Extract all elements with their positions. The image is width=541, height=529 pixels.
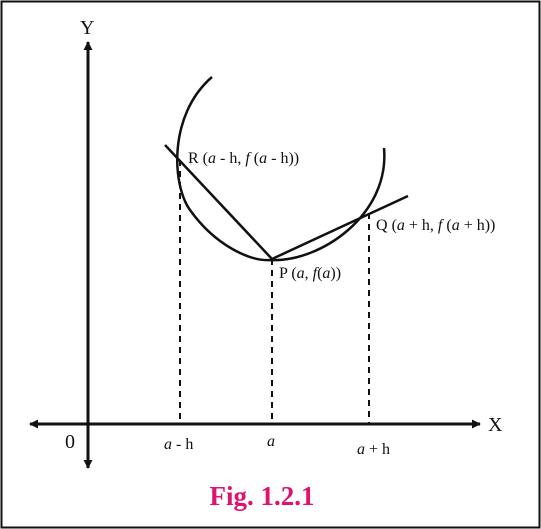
origin-label: 0: [65, 431, 75, 453]
tick-label-a-plus-h: a + h: [357, 441, 390, 458]
y-axis-label: Y: [80, 17, 94, 39]
chord-rp: [164, 144, 273, 260]
figure-caption: Fig. 1.2.1: [210, 481, 315, 511]
point-r-label: R (a - h, f (a - h)): [188, 150, 299, 167]
chord-pq: [271, 194, 409, 261]
curve: [176, 76, 386, 262]
x-axis-label: X: [488, 414, 503, 436]
point-p-label: P (a, f(a)): [279, 265, 341, 282]
point-q-label: Q (a + h, f (a + h)): [376, 217, 495, 234]
tick-label-a-minus-h: a - h: [164, 436, 193, 453]
tick-label-a: a: [267, 433, 275, 450]
